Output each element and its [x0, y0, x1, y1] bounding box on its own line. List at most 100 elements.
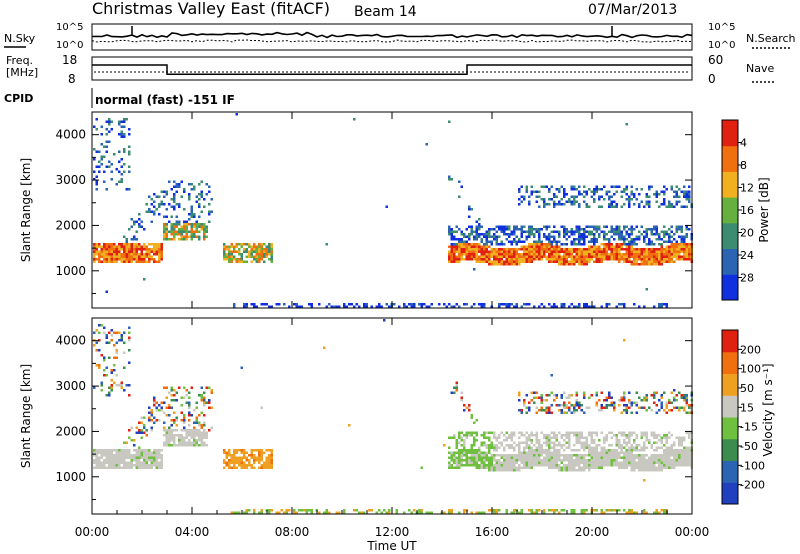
data-cell: [223, 466, 226, 469]
data-cell: [120, 258, 123, 261]
data-cell: [525, 451, 528, 454]
xtick-label: 20:00: [575, 525, 610, 539]
data-cell: [648, 185, 651, 188]
data-cell: [485, 250, 488, 253]
data-cell: [645, 243, 648, 246]
data-cell: [670, 188, 673, 191]
data-cell: [545, 411, 548, 414]
data-cell: [238, 461, 241, 464]
data-cell: [295, 305, 298, 308]
data-cell: [95, 188, 98, 191]
data-cell: [493, 253, 496, 256]
data-cell: [250, 451, 253, 454]
data-cell: [225, 248, 228, 251]
data-cell: [573, 243, 576, 246]
data-cell: [533, 255, 536, 258]
data-cell: [225, 451, 228, 454]
data-cell: [658, 399, 661, 402]
data-cell: [543, 434, 546, 437]
data-cell: [688, 248, 691, 251]
data-cell: [385, 511, 388, 514]
data-cell: [145, 461, 148, 464]
data-cell: [688, 461, 691, 464]
data-cell: [613, 193, 616, 196]
data-cell: [550, 185, 553, 188]
data-cell: [303, 509, 306, 512]
data-cell: [240, 449, 243, 452]
data-cell: [458, 431, 461, 434]
data-cell: [533, 401, 536, 404]
data-cell: [648, 200, 651, 203]
data-cell: [123, 351, 126, 354]
data-cell: [530, 228, 533, 231]
data-cell: [113, 449, 116, 452]
data-cell: [568, 248, 571, 251]
data-cell: [590, 225, 593, 228]
data-cell: [113, 245, 116, 248]
data-cell: [270, 258, 273, 261]
data-cell: [565, 459, 568, 462]
data-cell: [195, 195, 198, 198]
data-cell: [685, 235, 688, 238]
data-cell: [158, 245, 161, 248]
data-cell: [135, 461, 138, 464]
data-cell: [200, 411, 203, 414]
data-cell: [135, 238, 138, 241]
data-cell: [353, 118, 356, 121]
data-cell: [580, 253, 583, 256]
data-cell: [198, 205, 201, 208]
data-cell: [268, 243, 271, 246]
data-cell: [128, 150, 131, 153]
data-cell: [580, 409, 583, 412]
data-cell: [598, 451, 601, 454]
data-cell: [598, 195, 601, 198]
data-cell: [543, 200, 546, 203]
data-cell: [108, 118, 111, 121]
data-cell: [675, 406, 678, 409]
data-cell: [613, 245, 616, 248]
data-cell: [460, 233, 463, 236]
data-cell: [623, 399, 626, 402]
colorbar-tick-label: 8: [740, 159, 747, 172]
data-cell: [163, 195, 166, 198]
data-cell: [630, 431, 633, 434]
data-cell: [480, 233, 483, 236]
data-cell: [458, 466, 461, 469]
data-cell: [610, 255, 613, 258]
data-cell: [268, 454, 271, 457]
data-cell: [123, 366, 126, 369]
data-cell: [663, 449, 666, 452]
data-cell: [630, 263, 633, 266]
data-cell: [580, 260, 583, 263]
data-cell: [563, 454, 566, 457]
data-cell: [283, 511, 286, 514]
data-cell: [455, 466, 458, 469]
data-cell: [488, 439, 491, 442]
data-cell: [123, 250, 126, 253]
data-cell: [608, 253, 611, 256]
data-cell: [260, 243, 263, 246]
data-cell: [613, 509, 616, 512]
data-cell: [208, 401, 211, 404]
data-cell: [613, 255, 616, 258]
data-cell: [620, 303, 623, 306]
data-cell: [165, 233, 168, 236]
data-cell: [618, 399, 621, 402]
data-cell: [450, 391, 453, 394]
data-cell: [615, 245, 618, 248]
data-cell: [198, 223, 201, 226]
data-cell: [525, 411, 528, 414]
data-cell: [465, 431, 468, 434]
data-cell: [188, 218, 191, 221]
data-cell: [520, 230, 523, 233]
data-cell: [103, 356, 106, 359]
data-cell: [625, 456, 628, 459]
data-cell: [448, 464, 451, 467]
data-cell: [655, 404, 658, 407]
data-cell: [678, 439, 681, 442]
data-cell: [688, 243, 691, 246]
data-cell: [588, 233, 591, 236]
data-cell: [688, 459, 691, 462]
data-cell: [588, 464, 591, 467]
data-cell: [150, 429, 153, 432]
